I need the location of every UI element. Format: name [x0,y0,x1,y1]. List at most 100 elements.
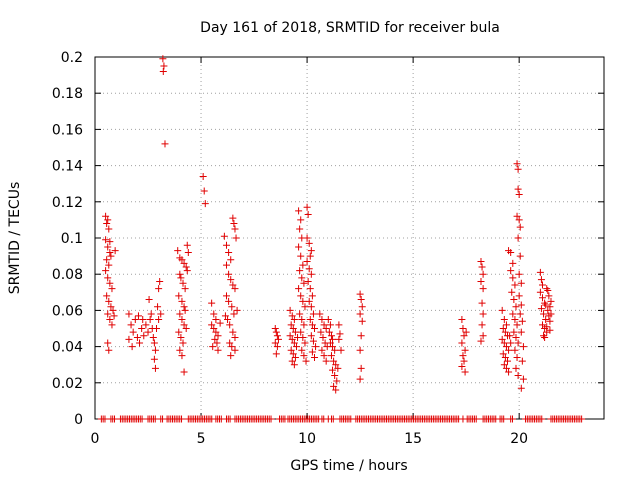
y-tick-label: 0.12 [52,195,83,211]
data-point [153,325,161,332]
data-point [180,303,188,311]
data-point [305,239,313,247]
data-point [512,364,520,372]
data-point [108,321,116,329]
data-point [289,325,297,332]
data-point [509,274,517,282]
data-point [307,247,315,255]
data-point [227,276,235,284]
data-point [127,321,135,329]
data-point [508,415,516,423]
data-point [478,299,486,307]
data-point [515,270,523,278]
data-point [335,335,343,343]
data-point [299,261,307,269]
data-point [222,261,230,269]
data-point [458,339,466,347]
data-point [228,303,236,311]
data-point [230,220,238,228]
data-point [299,297,307,305]
data-point [157,310,165,318]
data-point [212,328,220,336]
data-point [500,339,508,347]
data-point [477,337,485,345]
data-point [537,305,545,313]
data-point [510,328,518,336]
data-point [545,292,553,300]
data-point [286,332,294,340]
data-point [178,315,186,323]
data-point [330,382,338,390]
data-point [358,317,366,325]
data-point [305,297,313,305]
data-point [507,267,515,275]
data-point [176,346,184,354]
data-point [298,274,306,282]
data-point [177,334,185,342]
data-point [538,294,546,302]
data-point [500,415,508,423]
data-point [180,321,188,329]
data-point [329,335,337,343]
data-point [105,261,113,269]
data-point [175,328,183,336]
data-point [515,292,523,300]
data-point [273,332,281,340]
data-point [304,277,312,285]
data-point [291,353,299,361]
data-point [179,339,187,347]
data-point [322,325,330,332]
data-point [515,216,523,224]
data-point [462,328,470,336]
data-point [271,339,279,347]
data-point [459,325,467,332]
data-point [507,248,515,256]
data-point [147,310,155,318]
data-point [543,323,551,331]
data-point [307,303,315,311]
data-point [546,326,554,334]
data-point [519,375,527,383]
data-point [184,248,192,256]
data-point [145,296,153,304]
data-point [518,317,526,325]
data-point [296,225,304,233]
data-point [320,352,328,360]
data-point [287,346,295,354]
data-point [178,415,186,423]
data-point [317,328,325,336]
data-point [104,310,112,318]
data-point [134,312,142,320]
data-point [208,321,216,329]
data-point [306,285,314,293]
data-point [104,216,112,224]
data-point [301,339,309,347]
data-point [514,185,522,193]
data-point [479,270,487,278]
data-point [320,321,328,329]
data-point [498,306,506,314]
data-point [297,216,305,224]
data-point [512,334,520,342]
data-point [297,292,305,300]
data-point [461,346,469,354]
data-point [502,343,510,351]
data-point [138,325,146,332]
data-point [302,357,310,365]
data-points [97,55,586,423]
data-point [160,62,168,70]
data-point [329,366,337,374]
data-point [542,301,550,309]
data-point [231,285,239,293]
data-point [543,285,551,293]
data-point [541,299,549,307]
data-point [182,325,190,332]
data-point [274,335,282,343]
data-point [297,252,305,260]
data-point [334,364,342,372]
data-point [300,321,308,329]
data-point [578,415,586,423]
data-point [273,343,281,351]
data-point [183,241,191,249]
data-point [226,321,234,329]
